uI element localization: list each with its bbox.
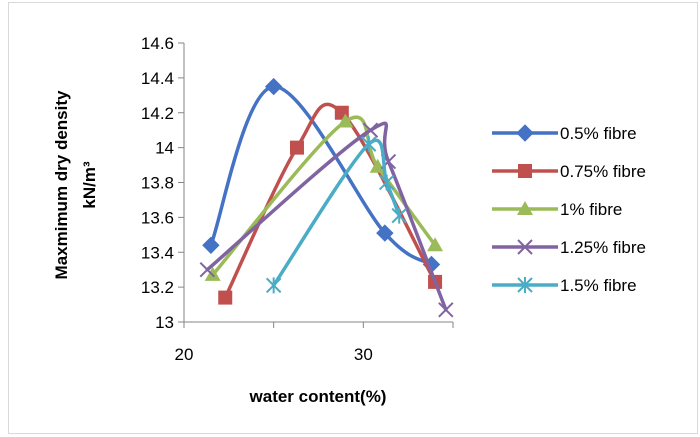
data-point-triangle [517,201,533,215]
data-point-diamond [376,224,394,242]
data-point-asterisk [517,277,533,293]
legend-label: 0.5% fibre [560,124,637,143]
data-point-square [518,164,532,178]
marker-stroke [362,122,379,138]
legend-entry: 1.25% fibre [492,238,646,257]
data-point-diamond [516,124,534,142]
series-line [271,138,401,288]
data-point-x [362,122,379,138]
marker-stroke [199,261,216,278]
x-tick-label: 30 [354,345,373,364]
data-point-triangle [427,237,444,252]
data-point-asterisk [391,207,407,224]
data-point-x [438,302,454,318]
y-tick-label: 13 [155,313,174,332]
axes: 13 13.2 13.4 13.6 13.8 14 14.2 14.4 14.6 20 30 [141,34,454,364]
series-5 [265,136,407,294]
legend-entry: 1.5% fibre [492,276,637,295]
data-point-x [199,261,216,278]
y-tick-label: 13.4 [141,243,174,262]
legend-label: 1.5% fibre [560,276,637,295]
legend-label: 1.25% fibre [560,238,646,257]
y-tick-label: 14.4 [141,69,174,88]
y-tick-label: 14.2 [141,104,174,123]
y-tick-label: 13.2 [141,278,174,297]
marker-stroke [517,239,533,255]
legend-label: 1% fibre [560,200,622,219]
data-point-triangle [337,113,354,128]
legend-entry: 1% fibre [492,200,622,219]
y-tick-label: 13.8 [141,174,174,193]
series-line [209,84,434,267]
y-axis-title-line-2: kN/m³ [80,161,99,209]
data-point-asterisk [361,136,377,153]
data-point-square [218,290,233,305]
series-line [205,121,448,312]
data-point-diamond [202,236,220,254]
data-point-triangle [369,158,386,173]
series-line [210,115,437,277]
data-point-x [517,239,533,255]
chart-frame [8,2,698,434]
legend-label: 0.75% fibre [560,162,646,181]
y-tick-label: 13.6 [141,208,174,227]
legend-entry: 0.5% fibre [492,124,637,143]
marker-stroke [438,302,454,318]
legend: 0.5% fibre 0.75% fibre 1% fibre 1.25% fibre… [492,124,646,295]
series-4 [199,121,454,318]
x-tick-label: 20 [175,345,194,364]
y-axis-title-line-1: Maxmimum dry density [52,90,71,279]
data-point-diamond [264,77,283,96]
data-point-square [289,140,304,155]
data-point-asterisk [378,174,395,191]
legend-entry: 0.75% fibre [492,162,646,181]
series-3 [204,113,444,281]
y-tick-label: 14.6 [141,34,174,53]
series-layer [199,77,454,318]
x-axis-title: water content(%) [249,387,387,406]
y-tick-label: 14 [155,139,174,158]
data-point-asterisk [265,277,282,294]
